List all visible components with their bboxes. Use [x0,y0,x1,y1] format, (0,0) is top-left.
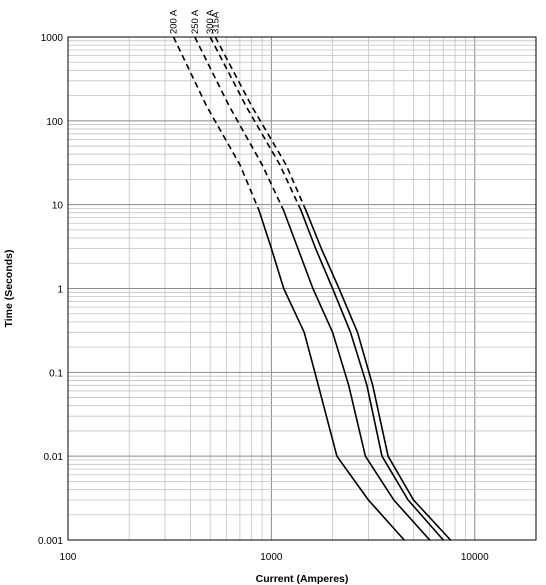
series-2-label: 250 A [190,9,201,34]
series-2-extrapolated-curve [194,36,285,211]
x-axis-title: Current (Amperes) [256,573,349,585]
y-tick-label: 1000 [41,33,64,44]
x-tick-label: 10000 [461,552,489,563]
series-3-label: 300 A [205,9,216,34]
x-tick-labels: 100 1000 10000 [60,552,489,563]
y-tick-label: 1 [57,285,63,296]
y-tick-label: 100 [46,117,63,128]
y-tick-labels: 1000 100 10 1 0.1 0.01 0.001 [38,33,63,547]
x-tick-label: 1000 [260,552,283,563]
y-tick-label: 0.01 [44,452,64,463]
series-1-curve [258,209,405,541]
series-2-curve [282,209,431,541]
y-tick-label: 0.1 [49,368,63,379]
series-3-curve [300,209,445,541]
series-1-extrapolated-curve [172,36,260,211]
series-3-extrapolated-curve [209,36,302,211]
x-tick-label: 100 [60,552,77,563]
plot-frame [67,36,537,541]
y-tick-label: 0.001 [38,536,63,547]
series-1-label: 200 A [169,9,180,34]
y-axis-title: Time (Seconds) [3,250,15,328]
curves [172,36,452,541]
series-4-curve [305,209,452,541]
series-4-label: 315A [210,11,221,34]
y-tick-label: 10 [52,201,64,212]
series-4-extrapolated-curve [214,36,307,211]
